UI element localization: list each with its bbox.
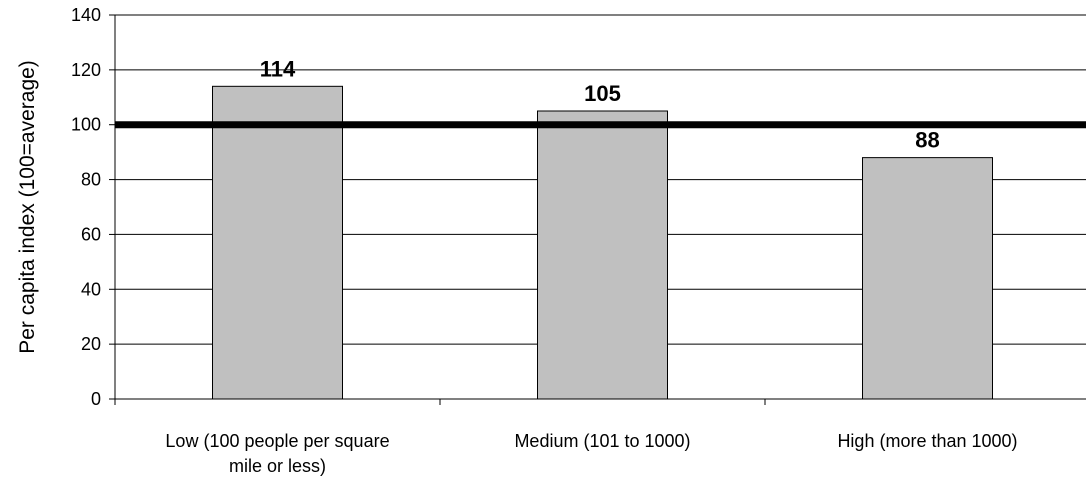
data-label: 114 [260,56,296,81]
x-category-label: High (more than 1000) [837,431,1017,451]
y-tick-label: 140 [71,5,101,25]
x-category-label: Low (100 people per square mile or less) [165,431,389,476]
y-tick-label: 120 [71,60,101,80]
bar [212,85,343,400]
x-category-label-line: mile or less) [229,456,326,476]
x-category-label-line: Medium (101 to 1000) [514,431,690,451]
y-tick-label: 40 [81,279,101,299]
data-label: 88 [915,128,939,153]
y-axis-title: Per capita index (100=average) [16,60,39,354]
y-tick-label: 80 [81,170,101,190]
bar [862,157,993,400]
data-label: 105 [584,81,621,106]
y-tick-label: 20 [81,334,101,354]
x-category-label-line: High (more than 1000) [837,431,1017,451]
axes [109,14,1086,405]
bars [212,85,993,400]
x-category-label-line: Low (100 people per square [165,431,389,451]
y-tick-label: 60 [81,224,101,244]
x-category-label: Medium (101 to 1000) [514,431,690,451]
y-tick-label: 0 [91,389,101,409]
bar [537,110,668,400]
y-tick-label: 100 [71,115,101,135]
labels: 0 20 40 60 80 100 120 140 114 105 88 Low (100 peopl… [71,5,1018,476]
